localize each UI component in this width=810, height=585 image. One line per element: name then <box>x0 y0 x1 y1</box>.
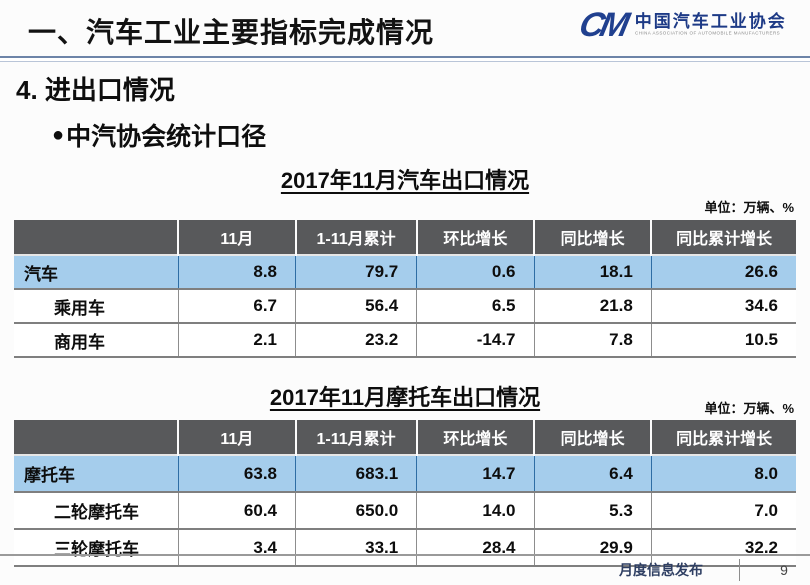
auto-export-table-title: 2017年11月汽车出口情况 <box>280 168 530 193</box>
cell-value: 14.0 <box>416 492 535 529</box>
cell-value: 8.0 <box>650 455 796 492</box>
col-header-yoy-cum-growth: 同比累计增长 <box>650 220 796 255</box>
cell-value: 5.3 <box>533 492 652 529</box>
cell-value: 34.6 <box>650 289 796 323</box>
cell-value: 7.8 <box>533 323 652 357</box>
logo-org-name-en: CHINA ASSOCIATION OF AUTOMOBILE MANUFACT… <box>634 30 780 37</box>
cell-value: 6.4 <box>533 455 652 492</box>
cell-value: 21.8 <box>533 289 652 323</box>
cell-value: 8.8 <box>177 255 296 289</box>
caam-logo-icon: CM <box>575 6 629 44</box>
row-label: 汽车 <box>14 255 179 289</box>
cell-value: 32.2 <box>650 529 796 566</box>
table-row-three-wheel: 三轮摩托车 3.4 33.1 28.4 29.9 32.2 <box>14 529 796 566</box>
cell-value: 56.4 <box>295 289 417 323</box>
table-row-motorcycle-total: 摩托车 63.8 683.1 14.7 6.4 8.0 <box>14 455 796 492</box>
table-header-row: 11月 1-11月累计 环比增长 同比增长 同比累计增长 <box>14 220 796 255</box>
logo-org-name-cn: 中国汽车工业协会 <box>634 11 787 31</box>
cell-value: 23.2 <box>295 323 417 357</box>
auto-export-unit-label: 单位：万辆、% <box>704 200 794 215</box>
col-header-month: 11月 <box>177 220 296 255</box>
cell-value: 0.6 <box>416 255 535 289</box>
footer-separator <box>739 559 740 581</box>
cell-value: 683.1 <box>295 455 417 492</box>
auto-export-table: 11月 1-11月累计 环比增长 同比增长 同比累计增长 汽车 8.8 79.7… <box>14 220 796 358</box>
footer-divider <box>0 554 810 556</box>
row-label: 乘用车 <box>14 289 179 323</box>
motorcycle-export-unit-label: 单位：万辆、% <box>704 401 794 416</box>
auto-export-section: 2017年11月汽车出口情况 单位：万辆、% 11月 1-11月累计 环比增长 … <box>0 163 810 358</box>
cell-value: 6.7 <box>177 289 296 323</box>
section-title: 4. 进出口情况 <box>16 75 175 105</box>
caam-logo: CM 中国汽车工业协会 CHINA ASSOCIATION OF AUTOMOB… <box>576 6 796 44</box>
col-header-yoy-cum-growth: 同比累计增长 <box>650 420 796 455</box>
col-header-blank <box>14 220 179 255</box>
table-header-row: 11月 1-11月累计 环比增长 同比增长 同比累计增长 <box>14 420 796 455</box>
table-row-auto-total: 汽车 8.8 79.7 0.6 18.1 26.6 <box>14 255 796 289</box>
col-header-yoy-growth: 同比增长 <box>533 420 652 455</box>
motorcycle-export-table-title: 2017年11月摩托车出口情况 <box>269 385 541 410</box>
motorcycle-export-section: 2017年11月摩托车出口情况 单位：万辆、% 11月 1-11月累计 环比增长… <box>0 380 810 567</box>
cell-value: 14.7 <box>416 455 535 492</box>
cell-value: 7.0 <box>650 492 796 529</box>
page-number: 9 <box>780 562 788 578</box>
row-label: 二轮摩托车 <box>14 492 179 529</box>
cell-value: 33.1 <box>295 529 417 566</box>
cell-value: 3.4 <box>177 529 296 566</box>
cell-value: 28.4 <box>416 529 535 566</box>
cell-value: 29.9 <box>533 529 652 566</box>
col-header-cumulative: 1-11月累计 <box>294 420 417 455</box>
row-label: 商用车 <box>14 323 179 357</box>
bullet-icon: ● <box>52 123 65 146</box>
col-header-month: 11月 <box>177 420 296 455</box>
subsection-title: ● 中汽协会统计口径 <box>52 117 810 153</box>
cell-value: 650.0 <box>295 492 417 529</box>
cell-value: 10.5 <box>650 323 796 357</box>
table-row-passenger: 乘用车 6.7 56.4 6.5 21.8 34.6 <box>14 289 796 323</box>
page-title: 一、汽车工业主要指标完成情况 <box>28 17 435 48</box>
col-header-yoy-growth: 同比增长 <box>533 220 652 255</box>
table-row-commercial: 商用车 2.1 23.2 -14.7 7.8 10.5 <box>14 323 796 357</box>
slide-footer: 月度信息发布 9 <box>0 554 810 585</box>
cell-value: 26.6 <box>650 255 796 289</box>
motorcycle-export-table: 11月 1-11月累计 环比增长 同比增长 同比累计增长 摩托车 63.8 68… <box>14 420 796 567</box>
cell-value: -14.7 <box>416 323 535 357</box>
header-divider <box>0 56 810 62</box>
row-label: 摩托车 <box>14 455 179 492</box>
col-header-mom-growth: 环比增长 <box>415 420 535 455</box>
cell-value: 63.8 <box>177 455 296 492</box>
cell-value: 2.1 <box>177 323 296 357</box>
col-header-blank <box>14 420 179 455</box>
cell-value: 79.7 <box>295 255 417 289</box>
subsection-title-label: 中汽协会统计口径 <box>66 123 267 151</box>
footer-label: 月度信息发布 <box>619 562 703 578</box>
col-header-mom-growth: 环比增长 <box>415 220 535 255</box>
table-row-two-wheel: 二轮摩托车 60.4 650.0 14.0 5.3 7.0 <box>14 492 796 529</box>
cell-value: 6.5 <box>416 289 535 323</box>
cell-value: 60.4 <box>177 492 296 529</box>
slide-header: 一、汽车工业主要指标完成情况 CM 中国汽车工业协会 CHINA ASSOCIA… <box>0 0 810 56</box>
cell-value: 18.1 <box>533 255 652 289</box>
col-header-cumulative: 1-11月累计 <box>294 220 417 255</box>
